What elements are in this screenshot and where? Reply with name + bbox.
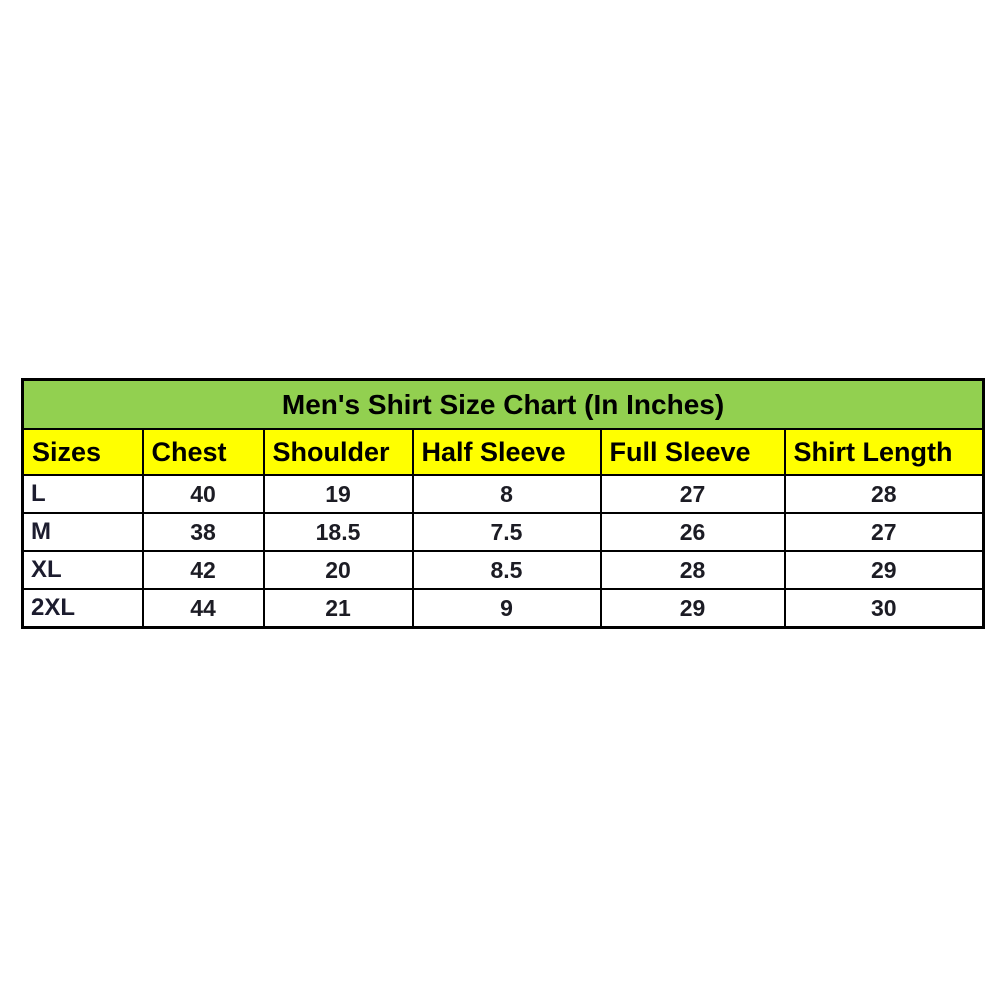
full-sleeve-value: 26 [599,512,786,552]
half-sleeve-value: 8 [411,474,602,514]
chest-value: 38 [141,512,265,552]
chart-title: Men's Shirt Size Chart (In Inches) [21,378,985,430]
full-sleeve-value: 28 [599,550,786,590]
size-label: XL [21,550,144,590]
chest-value: 42 [141,550,265,590]
column-header-half-sleeve: Half Sleeve [411,428,602,476]
table-row-size-xl: XL 42 20 8.5 28 29 [21,550,985,590]
table-row-size-m: M 38 18.5 7.5 26 27 [21,512,985,552]
half-sleeve-value: 7.5 [411,512,602,552]
shirt-length-value: 28 [783,474,985,514]
full-sleeve-value: 27 [599,474,786,514]
shirt-length-value: 30 [783,588,985,629]
size-chart: Men's Shirt Size Chart (In Inches) Sizes… [21,378,986,629]
shirt-length-value: 27 [783,512,985,552]
column-header-shoulder: Shoulder [262,428,414,476]
table-row-size-l: L 40 19 8 27 28 [21,474,985,514]
table-row-size-2xl: 2XL 44 21 9 29 30 [21,588,985,629]
column-header-chest: Chest [141,428,265,476]
column-header-full-sleeve: Full Sleeve [599,428,786,476]
column-header-shirt-length: Shirt Length [783,428,985,476]
size-chart-table: Men's Shirt Size Chart (In Inches) Sizes… [21,378,986,629]
full-sleeve-value: 29 [599,588,786,629]
shoulder-value: 21 [262,588,414,629]
chart-title-row: Men's Shirt Size Chart (In Inches) [21,378,985,430]
shoulder-value: 20 [262,550,414,590]
half-sleeve-value: 9 [411,588,602,629]
half-sleeve-value: 8.5 [411,550,602,590]
column-header-row: Sizes Chest Shoulder Half Sleeve Full Sl… [21,428,985,476]
column-header-sizes: Sizes [21,428,144,476]
shoulder-value: 19 [262,474,414,514]
size-label: L [21,474,144,514]
shirt-length-value: 29 [783,550,985,590]
size-label: 2XL [21,588,144,629]
shoulder-value: 18.5 [262,512,414,552]
chest-value: 44 [141,588,265,629]
size-label: M [21,512,144,552]
chest-value: 40 [141,474,265,514]
